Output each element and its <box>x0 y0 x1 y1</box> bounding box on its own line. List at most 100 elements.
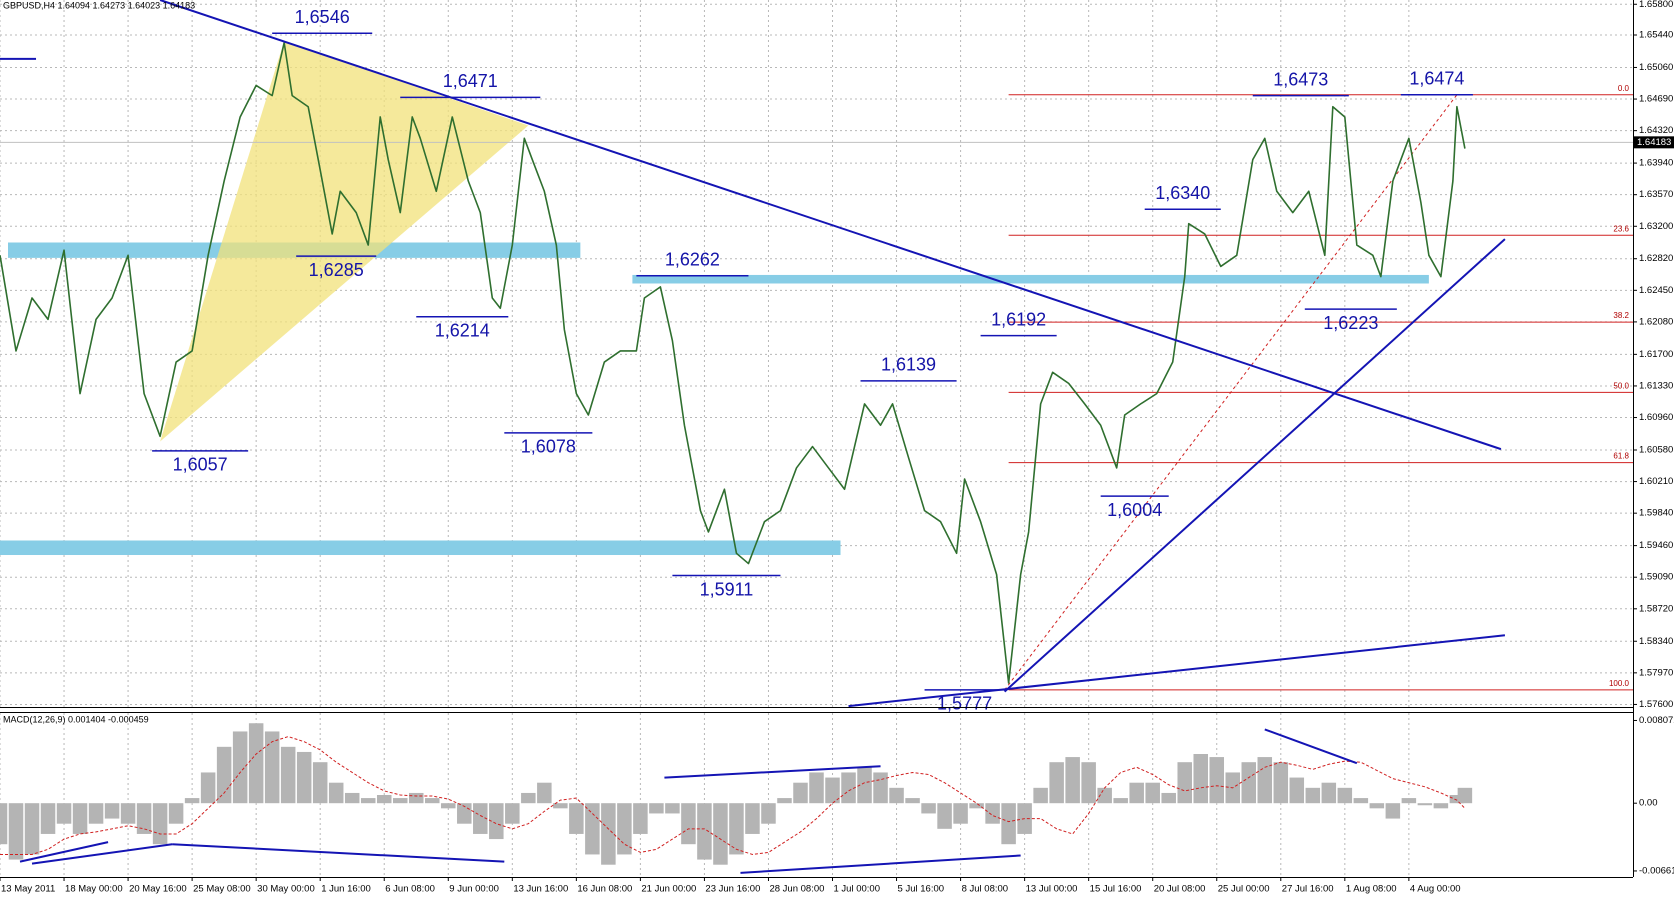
fib-label: 100.0 <box>1609 679 1630 688</box>
x-tick-label: 8 Jul 08:00 <box>962 884 1008 895</box>
y-tick-label: 1.64690 <box>1639 94 1673 105</box>
macd-bar <box>1433 803 1449 809</box>
y-tick-label: 1.61700 <box>1639 349 1673 360</box>
y-tick-label: 1.65060 <box>1639 62 1673 73</box>
macd-bar <box>1353 798 1369 804</box>
macd-trendline <box>172 843 505 863</box>
macd-trendline <box>740 854 1021 874</box>
macd-bar <box>120 803 136 824</box>
macd-bar <box>72 803 88 834</box>
macd-bar <box>1193 754 1208 804</box>
macd-bar <box>312 762 328 804</box>
fib-label: 0.0 <box>1618 84 1630 93</box>
macd-bar <box>873 772 888 804</box>
macd-bar <box>1209 757 1224 804</box>
macd-bar <box>24 803 40 855</box>
macd-bar <box>1113 798 1128 804</box>
support-zone <box>0 540 841 556</box>
x-tick-label: 1 Jun 16:00 <box>321 884 371 895</box>
y-tick-label: 1.62080 <box>1639 316 1673 327</box>
macd-bar <box>649 803 664 814</box>
trendline <box>848 634 1506 708</box>
macd-bar <box>905 798 920 804</box>
macd-bar <box>761 803 776 824</box>
swing-label: 1,6262 <box>665 250 720 270</box>
swing-label: 1,6285 <box>309 260 364 280</box>
macd-bar <box>1065 757 1080 804</box>
macd-bar <box>777 798 792 804</box>
macd-bar <box>168 803 184 824</box>
macd-bar <box>425 798 440 804</box>
x-tick-label: 27 Jul 16:00 <box>1282 884 1334 895</box>
fib-label: 23.6 <box>1613 224 1629 233</box>
macd-bar <box>1401 798 1417 804</box>
macd-bar <box>473 803 488 834</box>
macd-bar <box>104 803 120 819</box>
last-price-box <box>1634 136 1674 149</box>
macd-bar <box>617 803 632 855</box>
macd-y-tick-label: -0.00661 <box>1639 865 1674 876</box>
fib-label: 50.0 <box>1613 381 1629 390</box>
macd-bar <box>745 803 760 834</box>
macd-bar <box>857 767 872 804</box>
macd-trendline <box>19 841 109 863</box>
y-tick-label: 1.59090 <box>1639 572 1673 583</box>
macd-bar <box>505 803 520 824</box>
macd-bar <box>392 798 408 804</box>
macd-bar <box>1385 803 1401 819</box>
y-tick-label: 1.59840 <box>1639 508 1673 519</box>
macd-bar <box>376 795 392 804</box>
macd-bar <box>1417 803 1433 806</box>
y-tick-label: 1.58340 <box>1639 636 1673 647</box>
y-tick-label: 1.65800 <box>1639 0 1673 10</box>
macd-bar <box>216 746 232 804</box>
swing-label: 1,6471 <box>443 71 498 91</box>
macd-bar <box>1273 762 1289 804</box>
triangle-pattern <box>160 40 529 442</box>
swing-label: 1,5911 <box>700 579 754 599</box>
macd-bar <box>344 792 360 804</box>
macd-bar <box>729 803 744 855</box>
x-tick-label: 15 Jul 16:00 <box>1090 884 1142 895</box>
macd-bar <box>969 803 984 809</box>
macd-bar <box>809 772 824 804</box>
x-tick-label: 4 Aug 00:00 <box>1410 884 1461 895</box>
macd-bar <box>1161 792 1176 804</box>
x-tick-label: 16 Jun 08:00 <box>577 884 632 895</box>
y-tick-label: 1.58720 <box>1639 603 1673 614</box>
x-tick-label: 20 Jul 08:00 <box>1154 884 1206 895</box>
x-tick-label: 1 Jul 00:00 <box>834 884 880 895</box>
macd-bar <box>1129 782 1144 804</box>
swing-label: 1,6057 <box>173 455 228 475</box>
y-tick-label: 1.64320 <box>1639 125 1673 136</box>
x-tick-label: 23 Jun 16:00 <box>705 884 760 895</box>
macd-bar <box>1337 787 1353 804</box>
swing-label: 1,6473 <box>1273 69 1328 89</box>
macd-bar <box>1033 787 1048 804</box>
macd-bar <box>280 746 296 804</box>
swing-label: 1,6214 <box>435 321 490 341</box>
x-tick-label: 9 Jun 00:00 <box>449 884 499 895</box>
macd-bar <box>1177 762 1192 804</box>
macd-bar <box>681 803 696 845</box>
macd-bar <box>489 803 504 840</box>
y-tick-label: 1.59460 <box>1639 540 1673 551</box>
swing-label: 1,6078 <box>521 437 576 457</box>
x-tick-label: 1 Aug 08:00 <box>1346 884 1397 895</box>
swing-label: 1,6223 <box>1323 313 1378 333</box>
macd-bar <box>985 803 1000 824</box>
macd-bar <box>248 723 264 804</box>
macd-bar <box>1321 782 1337 804</box>
macd-bar <box>1289 777 1305 804</box>
y-tick-label: 1.57970 <box>1639 667 1673 678</box>
swing-label: 1,6474 <box>1409 69 1464 89</box>
macd-trendline <box>664 765 881 779</box>
trendline <box>159 0 1502 451</box>
macd-bar <box>585 803 600 855</box>
fib-label: 61.8 <box>1613 452 1629 461</box>
y-tick-label: 1.60960 <box>1639 412 1673 423</box>
macd-bar <box>360 798 376 804</box>
macd-bar <box>1257 757 1273 804</box>
macd-bar <box>1081 762 1096 804</box>
